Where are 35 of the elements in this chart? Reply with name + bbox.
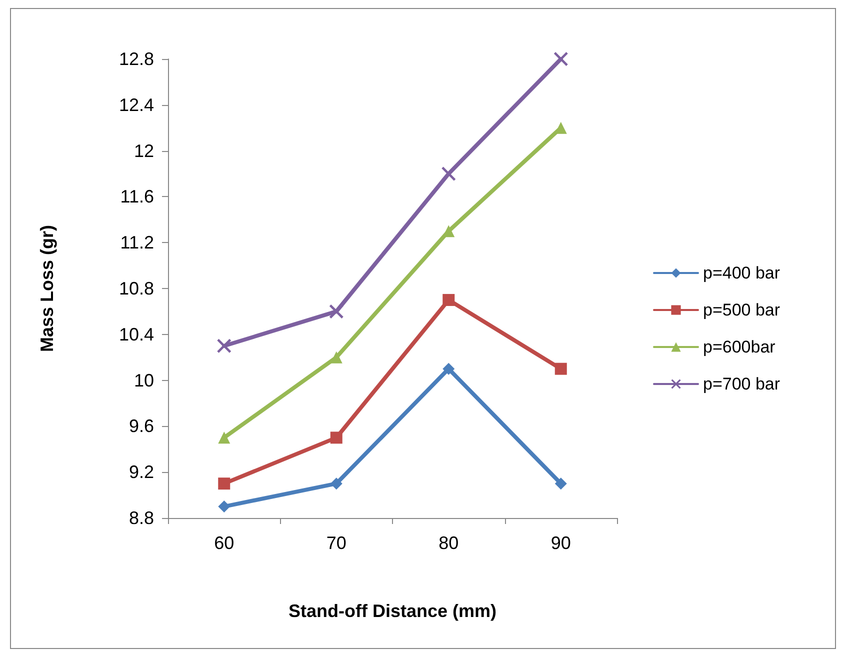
- x-tick-label: 80: [438, 533, 459, 553]
- y-tick-label: 10.4: [118, 324, 154, 344]
- y-tick-label: 10.8: [118, 278, 154, 298]
- point: [217, 338, 232, 353]
- point: [554, 52, 568, 66]
- y-tick-label: 12.8: [118, 49, 154, 69]
- x-tick-label: 70: [326, 533, 346, 553]
- y-tick-label: 11.6: [120, 186, 154, 207]
- y-tick-label: 12.4: [118, 94, 154, 115]
- point: [442, 294, 455, 306]
- legend-label: p=400 bar: [703, 264, 780, 282]
- y-tick-label: 12: [134, 140, 154, 161]
- legend-label: p=600bar: [703, 338, 776, 356]
- y-axis-title: Mass Loss (gr): [37, 224, 57, 352]
- point: [218, 432, 230, 444]
- x-axis-title: Stand-off Distance (mm): [288, 601, 497, 621]
- point: [442, 362, 455, 375]
- y-tick-label: 10: [134, 370, 154, 390]
- point: [330, 478, 342, 490]
- legend-label: p=700 bar: [703, 374, 780, 394]
- point: [442, 166, 456, 181]
- x-tick-label: 90: [550, 533, 571, 553]
- point: [330, 432, 342, 444]
- legend-label: p=500 bar: [703, 300, 780, 320]
- point: [554, 362, 567, 375]
- y-tick-label: 8.8: [128, 508, 154, 528]
- y-tick-label: 9.6: [128, 416, 154, 436]
- x-tick-label: 60: [214, 533, 234, 553]
- y-tick-label: 11.2: [120, 232, 154, 253]
- point: [330, 351, 342, 364]
- point: [329, 304, 344, 318]
- point: [554, 478, 567, 490]
- y-tick-label: 9.2: [128, 462, 154, 482]
- point: [218, 500, 230, 513]
- point: [218, 478, 230, 490]
